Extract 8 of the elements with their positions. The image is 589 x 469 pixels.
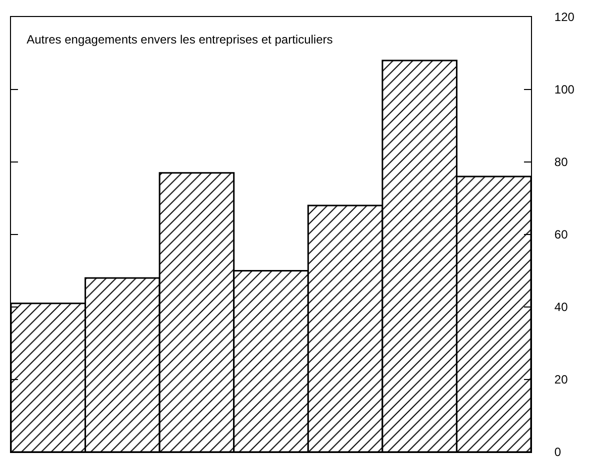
y-tick-label: 80 <box>554 155 568 170</box>
y-tick-label: 100 <box>554 82 575 97</box>
text: Autres engagements envers les entreprises et particuliers <box>26 32 333 47</box>
y-tick-label: 40 <box>554 300 568 314</box>
y-tick-label: 0 <box>554 445 562 460</box>
y-tick-label: 20 <box>554 372 568 387</box>
y-tick-label: 60 <box>554 228 568 242</box>
y-tick-label: 120 <box>554 10 575 24</box>
